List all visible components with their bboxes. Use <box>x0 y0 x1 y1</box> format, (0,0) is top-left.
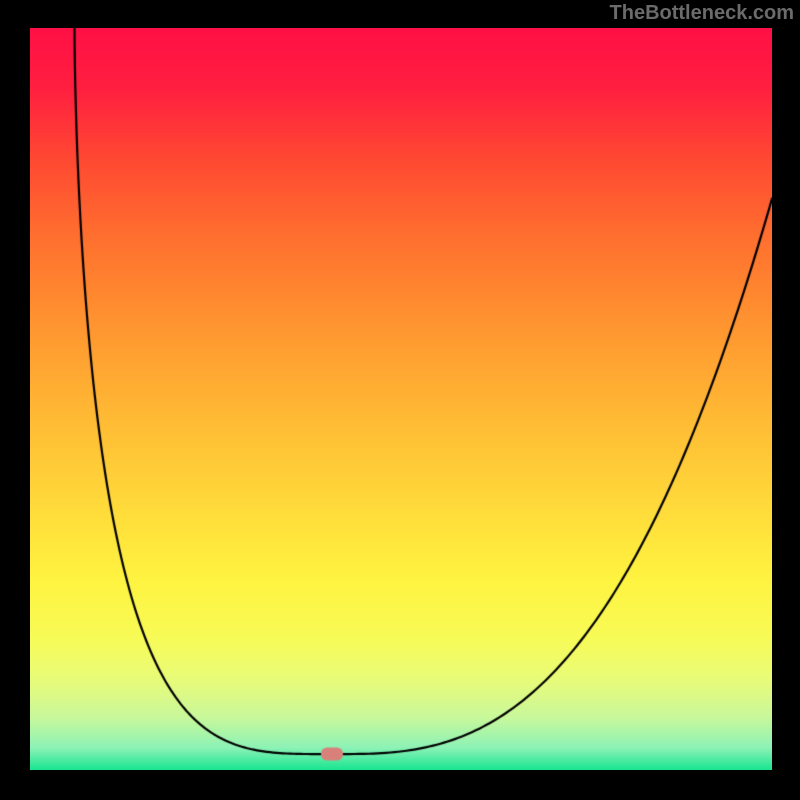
bottleneck-curve-chart <box>30 28 772 770</box>
watermark-text: TheBottleneck.com <box>610 2 794 25</box>
plot-area <box>30 28 772 770</box>
chart-container: TheBottleneck.com <box>0 0 800 800</box>
